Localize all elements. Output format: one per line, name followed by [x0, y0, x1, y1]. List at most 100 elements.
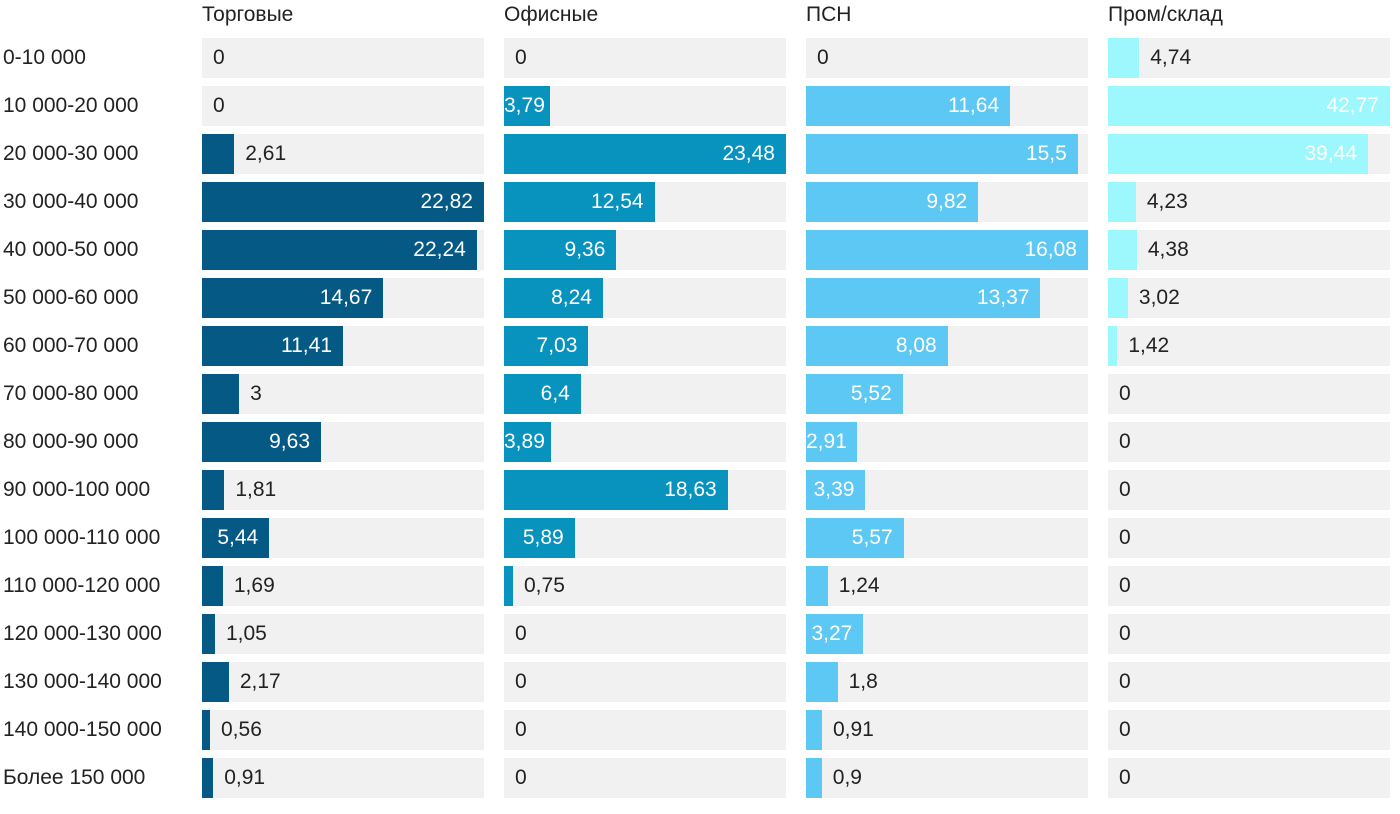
bar-track [1108, 38, 1390, 78]
category-label: 100 000-110 000 [3, 526, 161, 549]
value-label: 0 [1119, 430, 1131, 453]
bar [504, 134, 786, 174]
value-label: 16,08 [1024, 238, 1077, 261]
bar-track [504, 758, 786, 798]
bar [806, 278, 1041, 318]
bar [806, 134, 1078, 174]
bar [1108, 182, 1136, 222]
value-label: 1,42 [1128, 334, 1170, 357]
value-label: 1,24 [838, 574, 880, 597]
series-title: Торговые [202, 3, 294, 26]
value-label: 39,44 [1304, 142, 1358, 165]
bar-track [202, 710, 484, 750]
value-label: 1,81 [235, 478, 277, 501]
value-label: 18,63 [664, 478, 717, 501]
category-label: 50 000-60 000 [3, 286, 139, 309]
bar-track [504, 614, 786, 654]
value-label: 4,74 [1150, 46, 1192, 69]
value-label: 0 [1119, 526, 1131, 549]
bar-track [202, 758, 484, 798]
value-label: 0 [1119, 766, 1131, 789]
category-label: 80 000-90 000 [3, 430, 139, 453]
bar-track [1108, 422, 1390, 462]
bar-track [806, 662, 1088, 702]
bar [806, 566, 828, 606]
series-title: Пром/склад [1108, 3, 1223, 26]
value-label: 1,05 [225, 622, 267, 645]
value-label: 2,17 [239, 670, 281, 693]
category-label: 120 000-130 000 [3, 622, 162, 645]
bar [806, 422, 858, 462]
bar [202, 470, 225, 510]
bar [806, 86, 1011, 126]
value-label: 0 [213, 46, 225, 69]
category-label: Более 150 000 [3, 766, 146, 789]
value-label: 0 [817, 46, 829, 69]
value-label: 6,4 [540, 382, 570, 405]
category-label: 40 000-50 000 [3, 238, 139, 261]
value-label: 0 [515, 766, 527, 789]
bar-track [1108, 758, 1390, 798]
bar [806, 710, 822, 750]
bar-track [202, 134, 484, 174]
value-label: 0,75 [524, 574, 565, 597]
bar-track [806, 710, 1088, 750]
bar [806, 374, 903, 414]
bar-track [1108, 374, 1390, 414]
bar-track [504, 566, 786, 606]
value-label: 5,52 [850, 382, 892, 405]
bar-track [1108, 710, 1390, 750]
value-label: 0 [515, 670, 527, 693]
bar-track [806, 38, 1088, 78]
bar-track [1108, 230, 1390, 270]
category-label: 30 000-40 000 [3, 190, 139, 213]
bar-track [202, 86, 484, 126]
value-label: 2,91 [806, 430, 847, 453]
value-label: 22,82 [420, 190, 473, 213]
value-label: 0 [1119, 574, 1131, 597]
value-label: 1,8 [848, 670, 878, 693]
bar-track [1108, 182, 1390, 222]
value-label: 3,02 [1138, 286, 1180, 309]
bar [504, 86, 550, 126]
value-label: 0 [1119, 382, 1131, 405]
value-label: 9,63 [269, 430, 310, 453]
bar [202, 182, 484, 222]
value-label: 0 [213, 94, 225, 117]
bar [806, 326, 948, 366]
bar [806, 662, 838, 702]
bar-track [1108, 470, 1390, 510]
bar [806, 230, 1088, 270]
category-label: 20 000-30 000 [3, 142, 139, 165]
category-label: 0-10 000 [3, 46, 86, 69]
value-label: 5,57 [851, 526, 893, 549]
bar [202, 230, 477, 270]
bar [1108, 134, 1369, 174]
bar [202, 134, 235, 174]
bar [202, 662, 229, 702]
value-label: 0 [515, 622, 527, 645]
bar-track [1108, 614, 1390, 654]
value-label: 4,23 [1146, 190, 1188, 213]
value-label: 0,91 [832, 718, 874, 741]
value-label: 0 [1119, 718, 1131, 741]
value-label: 0 [1119, 622, 1131, 645]
value-label: 9,82 [926, 190, 968, 213]
bar [806, 182, 979, 222]
bar [1108, 86, 1390, 126]
value-label: 3 [250, 382, 262, 405]
value-label: 15,5 [1025, 142, 1067, 165]
bar-track [504, 710, 786, 750]
bar [202, 422, 321, 462]
bar [202, 326, 343, 366]
value-label: 12,54 [591, 190, 644, 213]
bar-track [202, 566, 484, 606]
bar-track [504, 86, 786, 126]
bar [202, 374, 240, 414]
bar-track [202, 38, 484, 78]
value-label: 5,44 [217, 526, 259, 549]
bar [504, 326, 589, 366]
bar-track [1108, 326, 1390, 366]
value-label: 2,61 [245, 142, 287, 165]
